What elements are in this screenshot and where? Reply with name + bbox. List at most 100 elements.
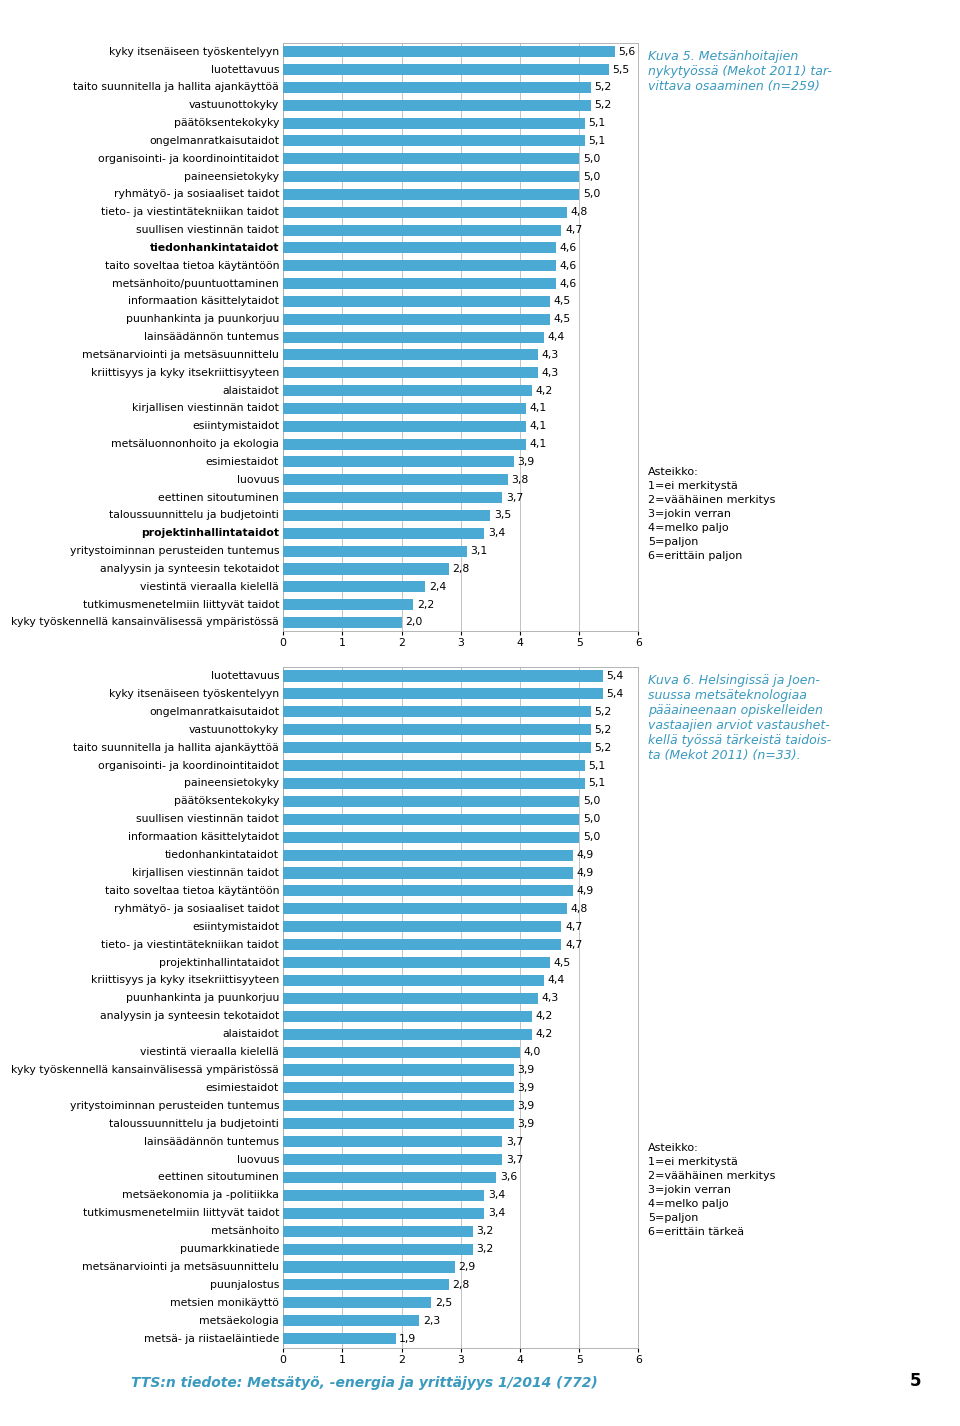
Bar (283, 1101, 515, 1111)
Bar (283, 546, 467, 556)
Text: 5,1: 5,1 (588, 760, 606, 770)
Text: 2,3: 2,3 (423, 1316, 441, 1326)
Bar (283, 242, 556, 254)
Text: 5: 5 (910, 1372, 922, 1390)
Bar (283, 224, 562, 235)
Text: 2,8: 2,8 (452, 1281, 469, 1291)
Text: 5,1: 5,1 (588, 118, 606, 128)
Bar (283, 171, 579, 183)
Text: 3,2: 3,2 (476, 1243, 493, 1253)
Text: 3,9: 3,9 (517, 456, 535, 466)
Bar (283, 796, 579, 807)
Bar (283, 975, 543, 985)
Text: 2,8: 2,8 (452, 563, 469, 575)
Bar (283, 278, 556, 289)
Bar (283, 332, 543, 342)
Text: 5,0: 5,0 (583, 190, 600, 200)
Bar (283, 1172, 496, 1184)
Text: 4,9: 4,9 (577, 868, 594, 878)
Bar (283, 260, 556, 271)
Text: 3,9: 3,9 (517, 1101, 535, 1111)
Text: 2,5: 2,5 (435, 1298, 452, 1308)
Bar (283, 1064, 515, 1075)
Text: 2,9: 2,9 (459, 1262, 476, 1272)
Text: 4,4: 4,4 (547, 975, 564, 985)
Text: 5,0: 5,0 (583, 796, 600, 806)
Text: 4,3: 4,3 (541, 994, 559, 1004)
Text: 5,1: 5,1 (588, 135, 606, 145)
Text: 3,9: 3,9 (517, 1065, 535, 1075)
Text: 4,7: 4,7 (565, 921, 583, 931)
Text: 3,5: 3,5 (494, 511, 512, 520)
Bar (283, 992, 538, 1004)
Text: 4,0: 4,0 (523, 1047, 540, 1057)
Text: 3,9: 3,9 (517, 1119, 535, 1129)
Text: 4,8: 4,8 (571, 904, 588, 914)
Text: 4,2: 4,2 (536, 1011, 553, 1021)
Bar (283, 117, 586, 128)
Bar (283, 492, 502, 503)
Bar (283, 511, 491, 520)
Bar (283, 1208, 485, 1219)
Bar (283, 831, 579, 843)
Bar (283, 706, 591, 717)
Bar (283, 1154, 502, 1165)
Text: 3,7: 3,7 (506, 1137, 523, 1147)
Text: 3,2: 3,2 (476, 1226, 493, 1236)
Bar (283, 153, 579, 164)
Bar (283, 456, 515, 468)
Bar (283, 1011, 532, 1022)
Text: 4,7: 4,7 (565, 940, 583, 950)
Text: 5,6: 5,6 (618, 47, 636, 57)
Bar (283, 1047, 520, 1058)
Text: 2,4: 2,4 (429, 582, 446, 592)
Bar (283, 1189, 485, 1201)
Text: 4,6: 4,6 (559, 261, 576, 271)
Text: 3,6: 3,6 (500, 1172, 517, 1182)
Text: 5,2: 5,2 (594, 100, 612, 110)
Bar (283, 314, 550, 325)
Bar (283, 1243, 472, 1255)
Bar (283, 1279, 449, 1291)
Bar (283, 670, 603, 682)
Bar (283, 903, 567, 914)
Text: 1,9: 1,9 (399, 1333, 417, 1343)
Bar (283, 368, 538, 378)
Bar (283, 1082, 515, 1094)
Text: 3,4: 3,4 (488, 1191, 505, 1201)
Text: 3,1: 3,1 (470, 546, 488, 556)
Text: 4,6: 4,6 (559, 278, 576, 288)
Text: Kuva 6. Helsingissä ja Joen-
suussa metsäteknologiaa
pääaineenaan opiskelleiden
: Kuva 6. Helsingissä ja Joen- suussa mets… (648, 674, 831, 761)
Text: 5,2: 5,2 (594, 724, 612, 734)
Bar (283, 439, 526, 449)
Text: 2,0: 2,0 (405, 617, 422, 627)
Text: TTS:n tiedote: Metsätyö, -energia ja yrittäjyys 1/2014 (772): TTS:n tiedote: Metsätyö, -energia ja yri… (132, 1376, 598, 1390)
Text: 5,1: 5,1 (588, 779, 606, 789)
Text: 4,3: 4,3 (541, 368, 559, 378)
Bar (283, 563, 449, 575)
Bar (283, 188, 579, 200)
Text: 5,5: 5,5 (612, 64, 630, 74)
Text: 3,7: 3,7 (506, 492, 523, 502)
Text: 3,7: 3,7 (506, 1155, 523, 1165)
Text: Asteikko:
1=ei merkitystä
2=väähäinen merkitys
3=jokin verran
4=melko paljo
5=pa: Asteikko: 1=ei merkitystä 2=väähäinen me… (648, 1144, 776, 1238)
Text: 4,9: 4,9 (577, 886, 594, 896)
Text: 4,9: 4,9 (577, 850, 594, 860)
Bar (283, 1028, 532, 1040)
Text: 5,2: 5,2 (594, 707, 612, 717)
Bar (283, 1137, 502, 1147)
Text: 5,0: 5,0 (583, 814, 600, 824)
Bar (283, 850, 573, 861)
Text: 5,4: 5,4 (607, 672, 624, 682)
Bar (283, 599, 414, 610)
Bar (283, 404, 526, 414)
Bar (283, 582, 425, 592)
Text: 4,8: 4,8 (571, 207, 588, 217)
Text: 4,3: 4,3 (541, 349, 559, 359)
Bar (283, 349, 538, 361)
Text: 3,9: 3,9 (517, 1082, 535, 1092)
Text: 2,2: 2,2 (417, 600, 434, 610)
Bar (283, 81, 591, 93)
Bar (283, 46, 614, 57)
Text: 4,2: 4,2 (536, 1030, 553, 1040)
